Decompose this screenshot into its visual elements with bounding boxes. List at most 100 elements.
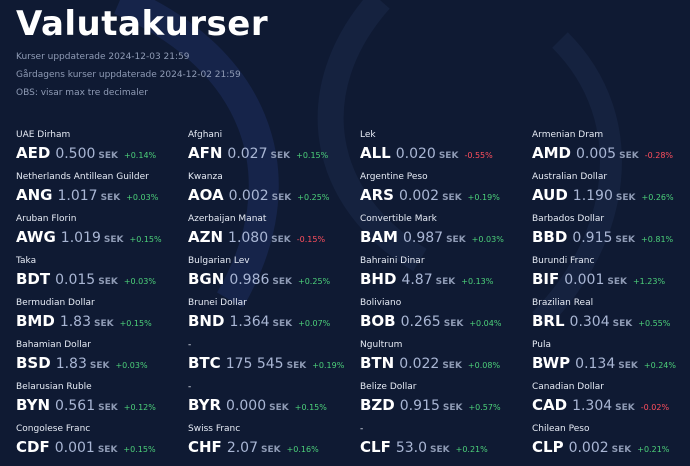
currency-change: +0.15%: [296, 151, 329, 160]
currency-item-bzd: Belize Dollar BZD 0.915 SEK +0.57%: [360, 382, 532, 424]
currency-change: +0.15%: [119, 319, 152, 328]
currency-name: UAE Dirham: [16, 130, 71, 140]
currency-name: Ngultrum: [360, 340, 403, 350]
currency-rate: 1.019: [60, 230, 101, 246]
currency-unit: SEK: [615, 235, 636, 245]
currency-code: BGN: [188, 270, 225, 288]
updated-timestamp: Kurser uppdaterade 2024-12-03 21:59: [16, 52, 190, 62]
currency-unit: SEK: [272, 319, 293, 329]
currency-code: CLF: [360, 438, 391, 456]
currency-name: Lek: [360, 130, 376, 140]
currency-rate: 0.915: [399, 398, 440, 414]
decimals-note: OBS: visar max tre decimaler: [16, 88, 148, 98]
currency-name: Barbados Dollar: [532, 214, 605, 224]
currency-code: BHD: [360, 270, 397, 288]
currency-code: ANG: [16, 186, 53, 204]
currency-item-azn: Azerbaijan Manat AZN 1.080 SEK -0.15%: [188, 214, 360, 256]
currency-change: +0.25%: [298, 277, 331, 286]
currency-name: Belize Dollar: [360, 382, 417, 392]
currency-change: +0.14%: [124, 151, 157, 160]
currency-item-bgn: Bulgarian Lev BGN 0.986 SEK +0.25%: [188, 256, 360, 298]
currency-unit: SEK: [618, 361, 638, 371]
currency-unit: SEK: [98, 151, 119, 161]
currency-unit: SEK: [103, 235, 124, 245]
currency-item-clf: - CLF 53.0 SEK +0.21%: [360, 424, 532, 466]
currency-unit: SEK: [607, 277, 627, 287]
currency-rate: 1.83: [59, 314, 91, 330]
currency-change: +0.21%: [637, 445, 670, 454]
currency-rate: 0.500: [55, 146, 96, 162]
currency-rate: 0.915: [572, 230, 613, 246]
currency-code: BIF: [532, 270, 560, 288]
currency-rate: 0.001: [564, 272, 605, 288]
currency-rate: 0.265: [400, 314, 441, 330]
currency-item-bmd: Bermudian Dollar BMD 1.83 SEK +0.15%: [16, 298, 188, 340]
currency-change: +0.55%: [638, 319, 671, 328]
currency-change: -0.02%: [640, 403, 670, 412]
currency-name: Taka: [16, 256, 37, 266]
currency-change: +0.81%: [641, 235, 674, 244]
currency-item-bsd: Bahamian Dollar BSD 1.83 SEK +0.03%: [16, 340, 188, 382]
currency-unit: SEK: [438, 151, 459, 161]
currency-item-bam: Convertible Mark BAM 0.987 SEK +0.03%: [360, 214, 532, 256]
currency-unit: SEK: [442, 403, 463, 413]
currency-item-bbd: Barbados Dollar BBD 0.915 SEK +0.81%: [532, 214, 690, 256]
currency-code: CAD: [532, 396, 568, 414]
currency-code: AMD: [532, 144, 571, 162]
currency-rate: 175 545: [225, 356, 284, 372]
currency-rate: 0.304: [569, 314, 610, 330]
currency-unit: SEK: [100, 193, 121, 203]
currency-item-cad: Canadian Dollar CAD 1.304 SEK -0.02%: [532, 382, 690, 424]
currency-rate: 1.304: [572, 398, 613, 414]
currency-rate: 2.07: [226, 440, 258, 456]
currency-rate: 1.83: [55, 356, 87, 372]
currency-name: Netherlands Antillean Guilder: [16, 172, 149, 182]
currency-name: Australian Dollar: [532, 172, 608, 182]
currency-code: BND: [188, 312, 225, 330]
currency-name: -: [360, 424, 364, 434]
currency-unit: SEK: [446, 235, 466, 245]
currency-unit: SEK: [98, 403, 118, 413]
currency-code: BMD: [16, 312, 55, 330]
currency-unit: SEK: [97, 445, 118, 455]
currency-rate: 0.027: [227, 146, 268, 162]
currency-change: -0.15%: [296, 235, 326, 244]
currency-change: +0.15%: [129, 235, 162, 244]
currency-code: BTN: [360, 354, 395, 372]
currency-unit: SEK: [260, 445, 281, 455]
currency-change: +0.03%: [471, 235, 504, 244]
currency-change: +0.04%: [469, 319, 502, 328]
currency-unit: SEK: [271, 235, 291, 245]
currency-change: +0.57%: [468, 403, 501, 412]
currency-unit: SEK: [286, 361, 307, 371]
currency-rate: 53.0: [395, 440, 427, 456]
currency-code: BWP: [532, 354, 571, 372]
currency-item-byn: Belarusian Ruble BYN 0.561 SEK +0.12%: [16, 382, 188, 424]
currency-rate: 1.017: [57, 188, 98, 204]
currency-code: BRL: [532, 312, 565, 330]
currency-item-amd: Armenian Dram AMD 0.005 SEK -0.28%: [532, 130, 690, 172]
currency-change: +0.15%: [123, 445, 156, 454]
currency-item-awg: Aruban Florin AWG 1.019 SEK +0.15%: [16, 214, 188, 256]
currency-rate: 0.001: [54, 440, 95, 456]
currency-unit: SEK: [435, 277, 456, 287]
currency-item-bnd: Brunei Dollar BND 1.364 SEK +0.07%: [188, 298, 360, 340]
currency-item-byr: - BYR 0.000 SEK +0.15%: [188, 382, 360, 424]
currency-change: +0.24%: [643, 361, 676, 370]
currency-change: +0.16%: [286, 445, 319, 454]
currency-unit: SEK: [615, 403, 635, 413]
currency-code: BTC: [188, 354, 221, 372]
currency-unit: SEK: [270, 151, 291, 161]
currency-name: Bahamian Dollar: [16, 340, 91, 350]
currency-rate: 0.002: [398, 188, 440, 204]
currency-name: Bermudian Dollar: [16, 298, 95, 308]
currency-change: +0.07%: [298, 319, 331, 328]
currency-unit: SEK: [612, 319, 633, 329]
currency-code: BSD: [16, 354, 51, 372]
currency-name: Kwanza: [188, 172, 223, 182]
currency-change: +0.12%: [123, 403, 156, 412]
currency-name: Congolese Franc: [16, 424, 91, 434]
currency-unit: SEK: [430, 445, 450, 455]
currency-item-bob: Boliviano BOB 0.265 SEK +0.04%: [360, 298, 532, 340]
currency-code: BYR: [188, 396, 222, 414]
